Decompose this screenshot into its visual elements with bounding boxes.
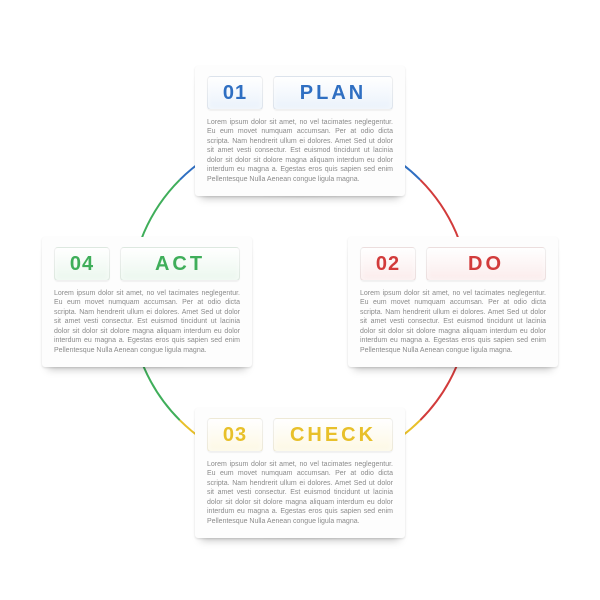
card-body: Lorem ipsum dolor sit amet, no vel tacim…	[54, 289, 240, 355]
card-header: 01 PLAN	[207, 76, 393, 110]
card-body: Lorem ipsum dolor sit amet, no vel tacim…	[360, 289, 546, 355]
card-act: 04 ACT Lorem ipsum dolor sit amet, no vel …	[42, 237, 252, 367]
card-title: DO	[426, 247, 546, 281]
card-header: 03 CHECK	[207, 418, 393, 452]
card-header: 02 DO	[360, 247, 546, 281]
card-title: ACT	[120, 247, 240, 281]
card-number: 01	[207, 76, 263, 110]
card-number: 04	[54, 247, 110, 281]
card-do: 02 DO Lorem ipsum dolor sit amet, no vel t…	[348, 237, 558, 367]
card-number: 03	[207, 418, 263, 452]
card-title: PLAN	[273, 76, 393, 110]
card-title: CHECK	[273, 418, 393, 452]
card-body: Lorem ipsum dolor sit amet, no vel tacim…	[207, 460, 393, 526]
card-header: 04 ACT	[54, 247, 240, 281]
card-number: 02	[360, 247, 416, 281]
card-body: Lorem ipsum dolor sit amet, no vel tacim…	[207, 118, 393, 184]
pdca-diagram: 01 PLAN Lorem ipsum dolor sit amet, no vel…	[0, 0, 600, 600]
card-plan: 01 PLAN Lorem ipsum dolor sit amet, no vel…	[195, 66, 405, 196]
card-check: 03 CHECK Lorem ipsum dolor sit amet, no ve…	[195, 408, 405, 538]
